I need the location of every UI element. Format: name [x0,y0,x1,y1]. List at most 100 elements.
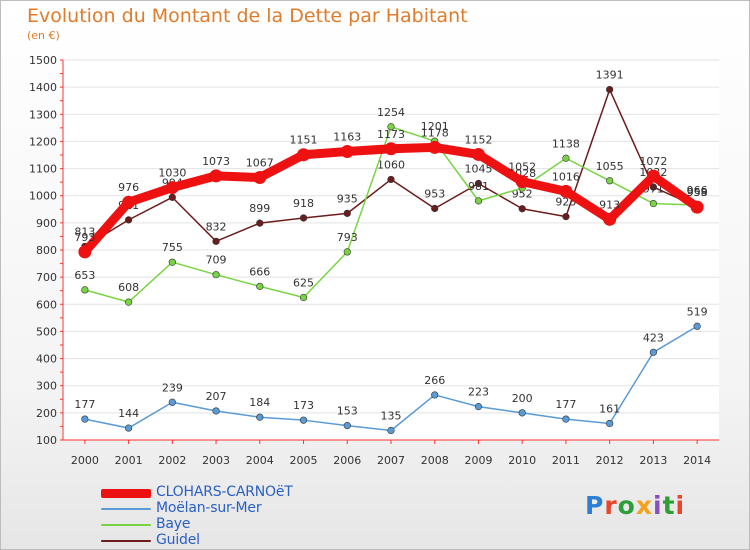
y-tick-label: 900 [36,217,57,230]
data-point [165,181,179,195]
y-tick-label: 600 [36,298,57,311]
x-tick-label: 2004 [246,454,274,467]
data-label: 976 [118,181,139,194]
data-label: 519 [687,305,708,318]
y-tick-label: 500 [36,325,57,338]
y-tick-label: 1200 [29,135,57,148]
data-point [562,154,570,162]
y-tick-label: 1100 [29,163,57,176]
data-label: 153 [337,405,358,418]
data-point [559,184,573,198]
data-point [168,258,176,266]
data-point [212,407,220,415]
legend-swatch [101,540,151,542]
data-label: 1067 [246,157,274,170]
data-point [387,123,395,131]
data-point [343,248,351,256]
data-label: 1030 [158,167,186,180]
y-tick-label: 100 [36,434,57,447]
data-label: 813 [74,225,95,238]
data-point [606,85,614,94]
x-tick-label: 2001 [115,454,143,467]
y-tick-label: 700 [36,271,57,284]
data-point [649,183,658,191]
data-point [299,293,308,302]
proxiti-logo: Proxiti [585,491,685,520]
data-point [81,286,89,294]
data-label: 184 [249,396,270,409]
data-label: 755 [162,241,183,254]
data-label: 1151 [290,134,318,147]
logo-letter: i [675,491,686,520]
data-point [124,298,133,306]
x-tick-label: 2007 [377,454,405,467]
data-label: 832 [206,220,227,233]
data-label: 953 [424,187,445,200]
x-tick-label: 2012 [596,454,624,467]
logo-letter: o [617,491,636,520]
data-point [343,422,351,430]
x-tick-label: 2003 [202,454,230,467]
data-label: 1173 [377,128,405,141]
data-point [606,177,614,185]
data-label: 1138 [552,137,580,150]
data-label: 1201 [421,120,449,133]
data-label: 173 [293,399,314,412]
data-point [299,416,308,424]
data-point [474,179,483,188]
data-label: 1073 [202,155,230,168]
legend-swatch [101,524,151,526]
series-mo-lan-sur-mer: 177 144 239 207 184 173 153 135 266 223 200 177 161 4… [74,305,708,435]
logo-letter: r [604,491,618,520]
data-point [431,391,439,399]
data-label: 161 [599,402,620,415]
x-tick-label: 2002 [158,454,186,467]
y-tick-label: 400 [36,353,57,366]
data-point [693,322,701,330]
x-tick-label: 2008 [421,454,449,467]
y-tick-label: 200 [36,407,57,420]
data-label: 135 [381,410,402,423]
data-point [646,169,660,183]
data-label: 653 [74,269,95,282]
data-label: 958 [687,186,708,199]
data-label: 144 [118,407,139,420]
data-point [474,197,483,205]
data-label: 239 [162,381,183,394]
data-point [209,169,223,183]
data-point [124,424,133,432]
data-label: 666 [249,265,270,278]
y-tick-label: 800 [36,244,57,257]
y-tick-label: 1300 [29,108,57,121]
data-label: 1254 [377,106,405,119]
chart-title: Evolution du Montant de la Dette par Hab… [27,5,468,27]
data-label: 793 [337,231,358,244]
data-label: 1072 [639,155,667,168]
data-label: 1152 [464,133,492,146]
data-point [340,144,354,158]
data-point [428,140,442,154]
data-label: 207 [206,390,227,403]
data-point [256,413,264,421]
data-label: 177 [74,398,95,411]
data-label: 177 [555,398,576,411]
chart-unit-label: (en €) [27,29,60,42]
data-point [474,403,483,411]
data-label: 899 [249,202,270,215]
data-label: 935 [337,192,358,205]
data-point [649,199,658,208]
data-label: 959 [687,186,708,199]
legend-label: Baye [156,516,191,532]
data-label: 1178 [421,126,449,139]
x-tick-label: 2006 [333,454,361,467]
data-label: 1045 [464,163,492,176]
data-point [431,204,439,213]
data-point [387,175,395,184]
data-point [256,282,264,290]
data-point [518,409,526,417]
data-point [168,398,176,406]
data-label: 793 [74,231,95,244]
data-point [649,348,658,356]
